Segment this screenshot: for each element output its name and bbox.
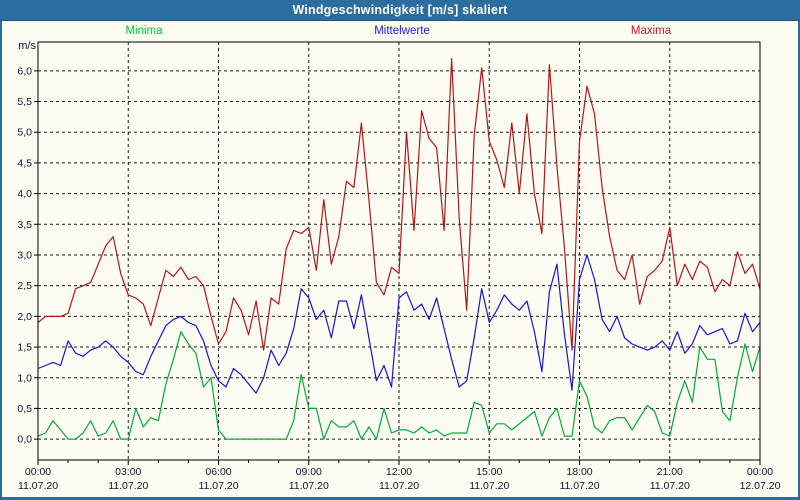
y-tick-label: 0,0: [17, 434, 32, 446]
x-tick-date-label: 11.07.20: [289, 480, 329, 492]
legend-label-minima: Minima: [125, 25, 163, 37]
x-tick-date-label: 11.07.20: [198, 480, 238, 492]
window-frame-bottom: [0, 497, 800, 500]
y-tick-label: 5,5: [17, 96, 32, 108]
window-titlebar: Windgeschwindigkeit [m/s] skaliert: [0, 0, 800, 21]
x-tick-time-label: 06:00: [205, 466, 231, 478]
window-frame-right: [798, 0, 800, 500]
window-frame-left: [0, 0, 2, 500]
y-axis-unit-label: m/s: [18, 40, 36, 52]
x-tick-time-label: 12:00: [386, 466, 412, 478]
x-tick-time-label: 00:00: [747, 466, 773, 478]
minima-line: [37, 331, 761, 440]
y-tick-label: 4,5: [17, 157, 32, 169]
y-tick-label: 3,0: [17, 249, 32, 261]
y-tick-label: 1,0: [17, 372, 32, 384]
legend-label-maxima: Maxima: [630, 25, 672, 37]
y-tick-label: 6,0: [17, 65, 32, 77]
maxima-line: [37, 57, 761, 351]
x-tick-date-label: 11.07.20: [379, 480, 419, 492]
y-tick-label: 1,5: [17, 342, 32, 354]
y-tick-label: 2,5: [17, 280, 32, 292]
x-tick-time-label: 18:00: [566, 466, 592, 478]
x-tick-time-label: 03:00: [115, 466, 141, 478]
x-tick-time-label: 21:00: [657, 466, 683, 478]
mittelwerte-line: [37, 254, 761, 394]
y-tick-label: 3,5: [17, 219, 32, 231]
x-tick-date-label: 11.07.20: [108, 480, 148, 492]
y-tick-label: 0,5: [17, 403, 32, 415]
y-tick-label: 5,0: [17, 127, 32, 139]
x-tick-time-label: 00:00: [25, 466, 51, 478]
x-tick-date-label: 11.07.20: [559, 480, 599, 492]
y-tick-label: 4,0: [17, 188, 32, 200]
x-tick-date-label: 11.07.20: [650, 480, 690, 492]
x-tick-date-label: 11.07.20: [469, 480, 509, 492]
x-tick-time-label: 09:00: [296, 466, 322, 478]
legend-label-mittelwerte: Mittelwerte: [374, 25, 430, 37]
x-tick-date-label: 11.07.20: [18, 480, 58, 492]
window-title: Windgeschwindigkeit [m/s] skaliert: [292, 3, 508, 17]
x-tick-date-label: 12.07.20: [740, 480, 781, 492]
x-tick-time-label: 15:00: [476, 466, 502, 478]
y-tick-label: 2,0: [17, 311, 32, 323]
plot-border: [37, 41, 761, 461]
